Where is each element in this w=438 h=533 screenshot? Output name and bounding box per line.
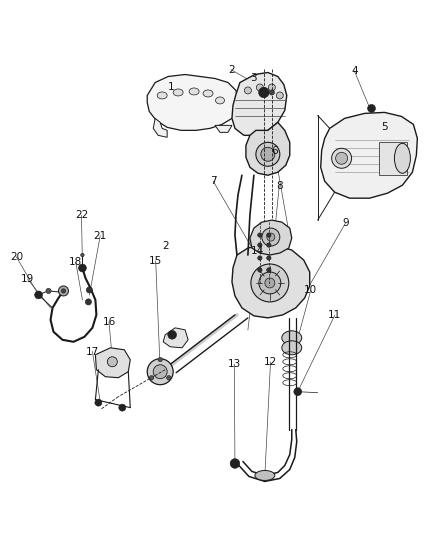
Ellipse shape bbox=[258, 233, 262, 237]
Text: 9: 9 bbox=[343, 218, 349, 228]
Polygon shape bbox=[232, 72, 287, 135]
Ellipse shape bbox=[267, 256, 271, 260]
Ellipse shape bbox=[157, 92, 167, 99]
Polygon shape bbox=[379, 142, 407, 175]
Text: 21: 21 bbox=[94, 231, 107, 241]
Text: 15: 15 bbox=[149, 256, 162, 266]
Ellipse shape bbox=[261, 147, 275, 161]
Ellipse shape bbox=[268, 84, 276, 91]
Ellipse shape bbox=[258, 243, 262, 247]
Text: 5: 5 bbox=[381, 122, 387, 132]
Ellipse shape bbox=[336, 152, 348, 164]
Ellipse shape bbox=[59, 286, 68, 296]
Ellipse shape bbox=[269, 90, 275, 95]
Ellipse shape bbox=[107, 357, 117, 367]
Ellipse shape bbox=[149, 376, 154, 380]
Text: 8: 8 bbox=[276, 181, 283, 191]
Ellipse shape bbox=[395, 143, 410, 173]
Ellipse shape bbox=[256, 142, 280, 166]
Ellipse shape bbox=[78, 264, 86, 272]
Text: 20: 20 bbox=[10, 252, 23, 262]
Text: 18: 18 bbox=[69, 257, 82, 267]
Ellipse shape bbox=[282, 341, 302, 355]
Ellipse shape bbox=[258, 87, 269, 98]
Ellipse shape bbox=[259, 272, 281, 294]
Ellipse shape bbox=[267, 233, 271, 237]
Text: 13: 13 bbox=[228, 359, 241, 369]
Ellipse shape bbox=[86, 287, 92, 293]
Ellipse shape bbox=[262, 228, 280, 246]
Ellipse shape bbox=[244, 87, 251, 94]
Ellipse shape bbox=[168, 330, 177, 339]
Ellipse shape bbox=[267, 243, 271, 247]
Ellipse shape bbox=[166, 376, 171, 380]
Ellipse shape bbox=[153, 365, 167, 379]
Polygon shape bbox=[321, 112, 417, 198]
Ellipse shape bbox=[119, 404, 126, 411]
Ellipse shape bbox=[367, 104, 375, 112]
Text: 11: 11 bbox=[328, 310, 341, 320]
Text: 2: 2 bbox=[228, 65, 234, 75]
Text: 10: 10 bbox=[304, 286, 317, 295]
Ellipse shape bbox=[258, 268, 262, 272]
Polygon shape bbox=[147, 75, 238, 131]
Polygon shape bbox=[95, 348, 130, 378]
Polygon shape bbox=[163, 328, 188, 348]
Ellipse shape bbox=[61, 289, 66, 293]
Ellipse shape bbox=[158, 358, 162, 362]
Ellipse shape bbox=[81, 253, 84, 257]
Ellipse shape bbox=[294, 387, 302, 395]
Ellipse shape bbox=[258, 256, 262, 260]
Ellipse shape bbox=[189, 88, 199, 95]
Text: 4: 4 bbox=[351, 66, 358, 76]
Ellipse shape bbox=[173, 89, 183, 96]
Text: 1: 1 bbox=[168, 82, 174, 92]
Text: 16: 16 bbox=[102, 317, 116, 327]
Ellipse shape bbox=[215, 97, 225, 104]
Ellipse shape bbox=[255, 471, 275, 480]
Ellipse shape bbox=[267, 268, 271, 272]
Text: 3: 3 bbox=[250, 73, 256, 83]
Ellipse shape bbox=[282, 331, 302, 345]
Polygon shape bbox=[215, 125, 232, 132]
Text: 22: 22 bbox=[75, 211, 88, 221]
Text: 7: 7 bbox=[210, 176, 217, 187]
Text: 12: 12 bbox=[264, 357, 277, 367]
Text: 6: 6 bbox=[271, 146, 278, 156]
Text: 2: 2 bbox=[162, 241, 169, 251]
Ellipse shape bbox=[35, 291, 42, 299]
Polygon shape bbox=[250, 220, 292, 255]
Ellipse shape bbox=[332, 148, 352, 168]
Polygon shape bbox=[232, 245, 310, 318]
Ellipse shape bbox=[147, 359, 173, 385]
Polygon shape bbox=[246, 123, 290, 175]
Ellipse shape bbox=[276, 92, 283, 99]
Ellipse shape bbox=[251, 264, 289, 302]
Ellipse shape bbox=[267, 233, 275, 241]
Polygon shape bbox=[153, 118, 167, 138]
Ellipse shape bbox=[85, 299, 92, 305]
Ellipse shape bbox=[203, 90, 213, 97]
Ellipse shape bbox=[265, 278, 275, 288]
Ellipse shape bbox=[256, 84, 263, 91]
Ellipse shape bbox=[95, 399, 102, 406]
Ellipse shape bbox=[46, 288, 51, 294]
Text: 19: 19 bbox=[21, 274, 35, 284]
Ellipse shape bbox=[230, 459, 240, 469]
Text: 17: 17 bbox=[86, 346, 99, 357]
Text: 14: 14 bbox=[251, 246, 264, 255]
